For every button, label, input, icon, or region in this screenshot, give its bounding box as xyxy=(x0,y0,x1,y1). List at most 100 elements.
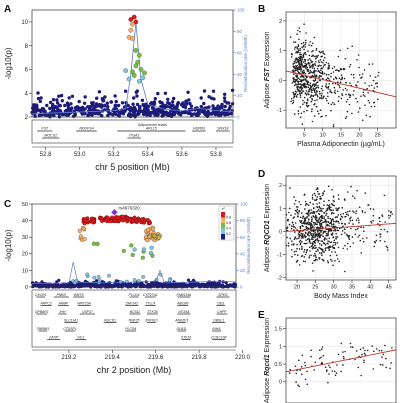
scatter-point xyxy=(320,65,322,67)
scatter-point xyxy=(354,233,357,236)
panel-c: rs4976320 0 10 20 30 40 50 0 20 40 60 80 100 -log10(p… xyxy=(4,202,251,375)
scatter-point xyxy=(348,222,350,224)
trend-line xyxy=(285,222,397,232)
scatter-point xyxy=(327,224,329,227)
snp-point xyxy=(73,113,78,117)
scatter-point xyxy=(315,92,317,94)
scatter-point xyxy=(334,228,337,231)
scatter-point xyxy=(322,235,325,238)
scatter-point xyxy=(315,87,317,89)
scatter-point xyxy=(337,246,340,249)
scatter-point xyxy=(325,73,328,76)
scatter-point xyxy=(316,210,319,212)
scatter-point xyxy=(316,203,318,205)
scatter-point xyxy=(313,207,315,210)
scatter-point xyxy=(328,65,331,67)
scatter-point xyxy=(307,61,310,64)
snp-point xyxy=(52,108,56,112)
scatter-point xyxy=(322,62,324,64)
scatter-point xyxy=(313,75,316,77)
panel-d: -2 -1 0 1 2 20 25 30 35 40 45 Body Mass Index Adipos… xyxy=(264,175,397,300)
y-right-tick-label: 40 xyxy=(240,251,246,256)
scatter-point xyxy=(318,252,321,254)
scatter-point xyxy=(301,247,303,249)
scatter-point xyxy=(331,246,334,248)
scatter-point xyxy=(320,223,323,226)
scatter-point xyxy=(290,225,293,227)
snp-point xyxy=(212,110,216,114)
scatter-point xyxy=(317,219,320,221)
scatter-point xyxy=(295,58,298,60)
scatter-point xyxy=(296,93,299,96)
scatter-point xyxy=(310,254,312,257)
scatter-point xyxy=(352,223,354,225)
scatter-point xyxy=(356,59,358,61)
scatter-point xyxy=(327,381,329,384)
scatter-point xyxy=(324,366,327,369)
scatter-point xyxy=(319,109,322,111)
scatter-point xyxy=(308,215,310,217)
scatter-point xyxy=(383,228,386,231)
ld-snp-point xyxy=(99,218,105,223)
scatter-point xyxy=(296,69,298,72)
snp-point xyxy=(166,97,170,102)
y-tick-label: 0 xyxy=(279,380,282,386)
scatter-point xyxy=(340,370,343,373)
scatter-point xyxy=(296,67,299,70)
scatter-point xyxy=(300,63,303,65)
y-tick-label: 30 xyxy=(22,235,28,241)
scatter-point xyxy=(369,75,372,77)
scatter-point xyxy=(306,383,309,386)
scatter-point xyxy=(290,214,292,216)
region-label: Adiponectin levels xyxy=(138,123,167,127)
snp-point xyxy=(106,104,110,109)
snp-point xyxy=(70,94,75,99)
scatter-point xyxy=(327,68,329,70)
scatter-point xyxy=(309,67,311,69)
scatter-point xyxy=(296,87,299,89)
y-right-tick-label: 60 xyxy=(237,50,243,55)
scatter-point xyxy=(292,77,294,79)
scatter-point xyxy=(384,344,386,347)
gene-label: CYP27A1 xyxy=(143,293,158,297)
ld-snp-point xyxy=(167,278,172,282)
y-right-axis-label: Recombination rate (cM/Mb) xyxy=(246,217,251,274)
scatter-point xyxy=(309,221,311,224)
scatter-point xyxy=(308,44,311,46)
scatter-point xyxy=(336,69,338,71)
scatter-point xyxy=(303,248,306,251)
ld-snp-point xyxy=(96,274,101,279)
scatter-point xyxy=(327,243,329,245)
scatter-point xyxy=(305,94,308,96)
scatter-point xyxy=(312,270,314,272)
x-tick-label: 25 xyxy=(312,285,318,291)
scatter-point xyxy=(297,45,300,48)
scatter-point xyxy=(328,249,331,251)
scatter-point xyxy=(358,221,360,224)
scatter-point xyxy=(355,212,357,215)
x-tick-label: 219.4 xyxy=(105,355,121,361)
scatter-point xyxy=(304,64,306,67)
scatter-point xyxy=(297,113,300,115)
scatter-point xyxy=(325,214,327,217)
snp-point xyxy=(95,104,100,108)
scatter-point xyxy=(360,95,362,97)
scatter-point xyxy=(297,85,299,88)
scatter-point xyxy=(319,59,322,61)
scatter-point xyxy=(303,242,306,245)
scatter-point xyxy=(320,222,323,225)
snp-point xyxy=(69,108,73,113)
scatter-point xyxy=(346,248,349,250)
scatter-point xyxy=(319,229,322,232)
scatter-point xyxy=(311,91,313,94)
scatter-point xyxy=(334,229,337,232)
scatter-point xyxy=(333,78,335,80)
scatter-point xyxy=(298,235,301,238)
scatter-point xyxy=(382,364,384,366)
scatter-point xyxy=(374,76,377,78)
scatter-point xyxy=(317,232,320,235)
snp-point xyxy=(191,280,195,284)
scatter-point xyxy=(320,51,323,53)
scatter-point xyxy=(342,212,345,215)
scatter-point xyxy=(302,72,305,75)
